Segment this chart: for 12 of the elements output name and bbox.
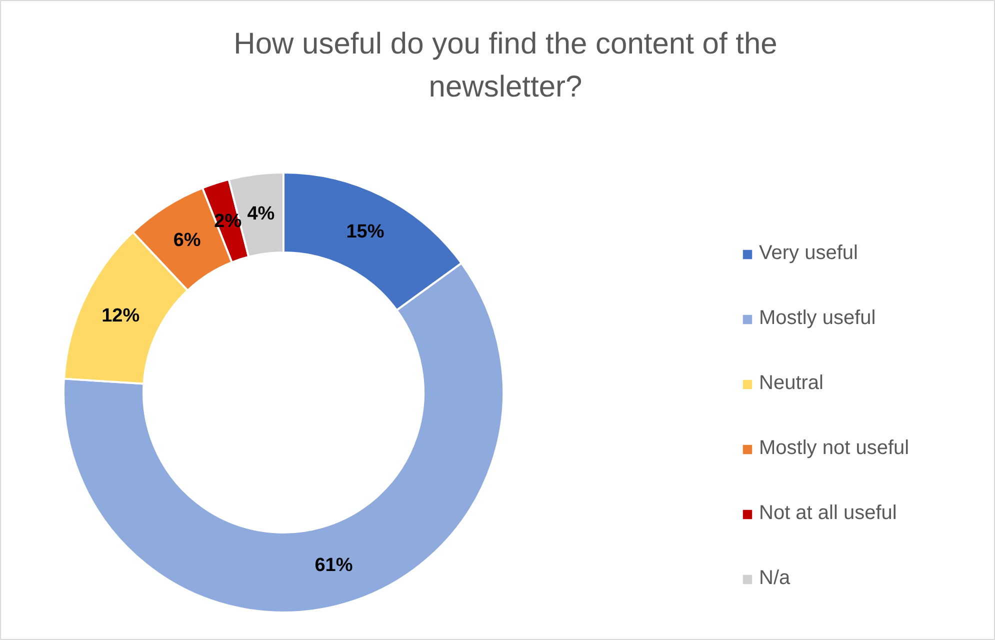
data-label: 15% <box>346 222 384 243</box>
legend-label: Mostly useful <box>759 307 876 330</box>
data-label: 4% <box>247 203 275 224</box>
data-label: 61% <box>314 554 353 576</box>
legend-label: Very useful <box>759 242 858 265</box>
legend-label: N/a <box>759 567 790 590</box>
legend-label: Neutral <box>759 372 824 395</box>
legend-label: Mostly not useful <box>759 437 910 460</box>
legend-label: Not at all useful <box>759 502 897 525</box>
data-label: 6% <box>173 230 201 252</box>
data-label: 12% <box>102 305 140 326</box>
chart-title: How useful do you find the content of the newsletter? <box>234 28 778 104</box>
